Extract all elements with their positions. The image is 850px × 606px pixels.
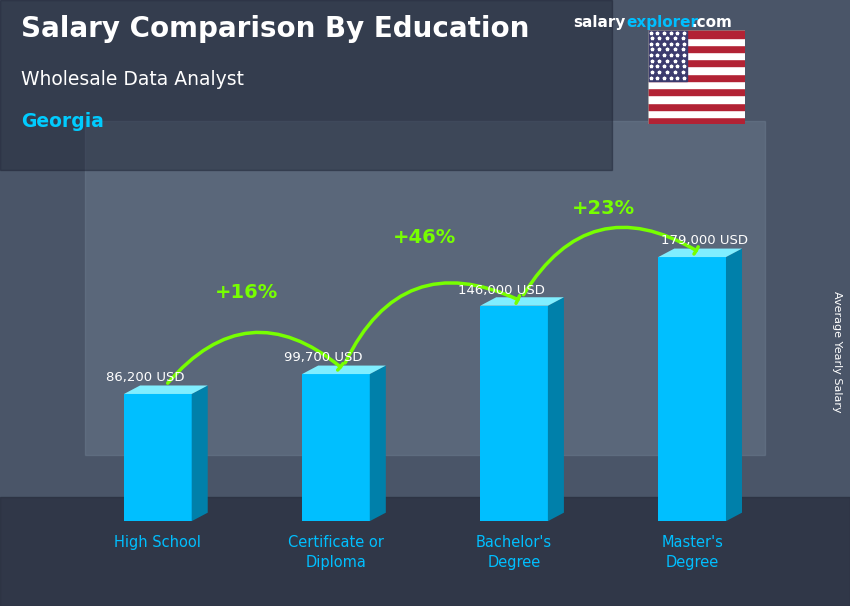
Bar: [648, 74, 745, 81]
Text: +23%: +23%: [571, 199, 635, 218]
Text: 146,000 USD: 146,000 USD: [458, 284, 545, 297]
Text: +46%: +46%: [394, 228, 456, 247]
Polygon shape: [370, 365, 386, 521]
Bar: [85, 121, 765, 454]
Bar: [648, 30, 745, 38]
Text: Average Yearly Salary: Average Yearly Salary: [832, 291, 842, 412]
Polygon shape: [480, 306, 548, 521]
Bar: [648, 117, 745, 124]
Polygon shape: [548, 298, 564, 521]
Bar: [0, 0, 612, 170]
Bar: [648, 45, 745, 52]
Bar: [648, 88, 745, 95]
Bar: [648, 38, 745, 45]
Text: Salary Comparison By Education: Salary Comparison By Education: [21, 15, 530, 43]
Polygon shape: [124, 394, 192, 521]
Bar: [648, 102, 745, 110]
Polygon shape: [658, 248, 742, 257]
Polygon shape: [302, 365, 386, 374]
Text: Georgia: Georgia: [21, 112, 104, 131]
Text: 86,200 USD: 86,200 USD: [106, 371, 184, 384]
Bar: [648, 67, 745, 74]
Text: 99,700 USD: 99,700 USD: [284, 351, 363, 364]
Text: Wholesale Data Analyst: Wholesale Data Analyst: [21, 70, 244, 88]
Bar: [648, 110, 745, 117]
Text: explorer: explorer: [626, 15, 699, 30]
Text: 179,000 USD: 179,000 USD: [661, 234, 748, 247]
Text: salary: salary: [574, 15, 626, 30]
Polygon shape: [658, 257, 726, 521]
Polygon shape: [124, 385, 207, 394]
Text: .com: .com: [691, 15, 732, 30]
Bar: [648, 81, 745, 88]
Bar: [0, 497, 850, 606]
Polygon shape: [192, 385, 207, 521]
Bar: [648, 59, 745, 67]
Polygon shape: [726, 248, 742, 521]
Bar: [648, 95, 745, 102]
Polygon shape: [302, 374, 370, 521]
Bar: [648, 30, 687, 81]
Bar: [648, 52, 745, 59]
Text: +16%: +16%: [215, 283, 279, 302]
Polygon shape: [480, 298, 564, 306]
